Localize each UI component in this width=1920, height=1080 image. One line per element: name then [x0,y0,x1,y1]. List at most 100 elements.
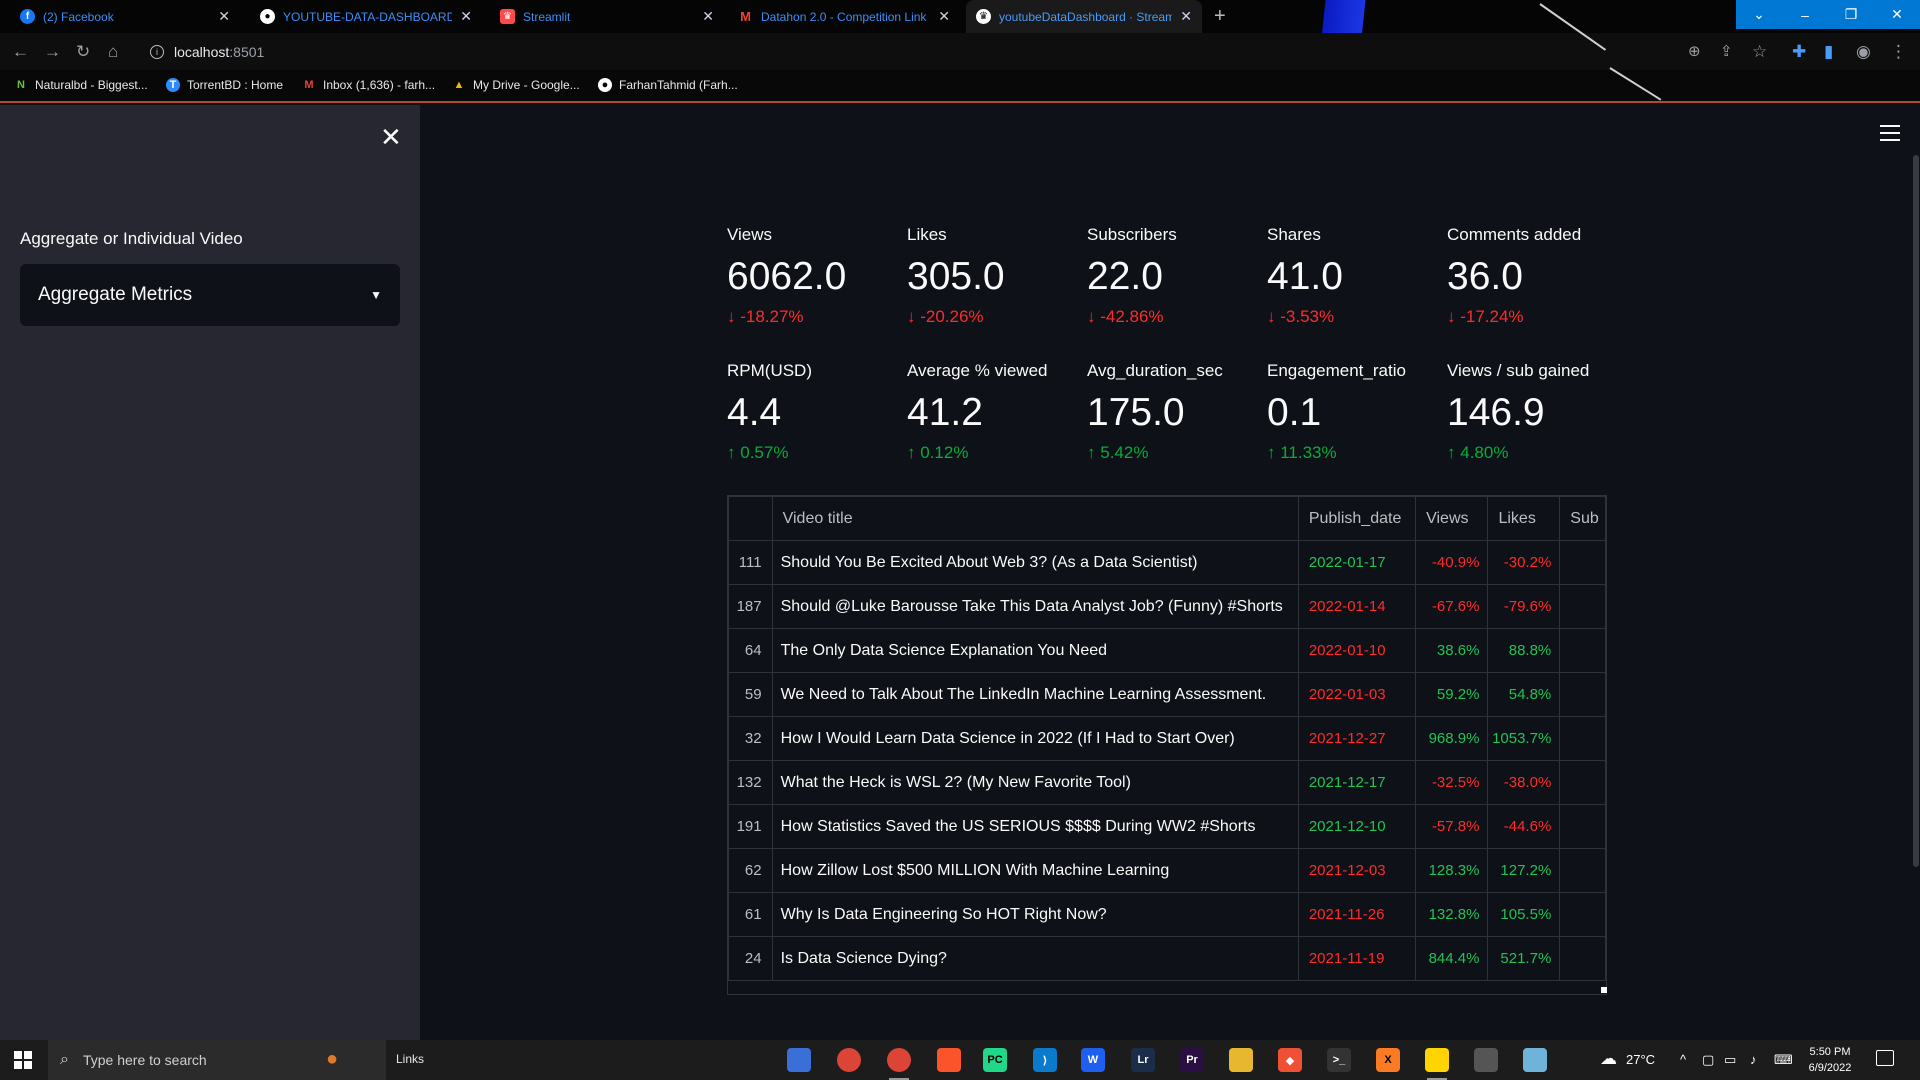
premiere-icon[interactable]: Pr [1180,1048,1204,1072]
arrow-down-icon: ↓ [907,307,916,326]
likes-cell: 105.5% [1487,892,1561,937]
reload-icon[interactable]: ↻ [76,42,91,61]
system-clock[interactable]: 5:50 PM 6/9/2022 [1800,1044,1860,1076]
network-icon[interactable]: ▭ [1724,1052,1737,1067]
metric-delta: ↑ 11.33% [1267,443,1437,463]
tab-gmail[interactable]: M Datahon 2.0 - Competition Link a ✕ [728,0,960,33]
column-header-views[interactable]: Views [1415,496,1489,541]
metric-value: 36.0 [1447,255,1523,298]
bookmark-star-icon[interactable]: ☆ [1752,42,1768,61]
address-bar[interactable]: i localhost:8501 [150,38,1400,65]
table-row[interactable]: 24 Is Data Science Dying? 2021-11-19 844.4%… [728,936,1606,981]
search-highlight-icon: ● [326,1048,339,1070]
table-resize-handle[interactable] [1601,987,1607,993]
table-row[interactable]: 111 Should You Be Excited About Web 3? (A… [728,540,1606,585]
publish-date-cell: 2021-12-17 [1297,760,1417,805]
main-content: Views 6062.0 ↓ -18.27% Likes 305.0 ↓ -20.26% S… [420,105,1920,1040]
app-w-icon[interactable]: W [1081,1048,1105,1072]
likes-cell: -44.6% [1487,804,1561,849]
windows-start-icon[interactable] [14,1051,32,1069]
close-icon[interactable]: ✕ [460,8,472,24]
links-toolbar[interactable]: Links [396,1052,425,1066]
tab-search-icon[interactable]: ⌄ [1736,0,1782,29]
table-row[interactable]: 61 Why Is Data Engineering So HOT Right N… [728,892,1606,937]
profile-avatar-icon[interactable]: ◉ [1856,42,1871,61]
tab-label: youtubeDataDashboard · Stream [999,9,1173,24]
table-row[interactable]: 187 Should @Luke Barousse Take This Data … [728,584,1606,629]
tab-streamlit[interactable]: ♛ Streamlit ✕ [490,0,724,33]
volume-icon[interactable]: ♪ [1750,1052,1757,1067]
forward-icon[interactable]: → [44,42,61,61]
side-panel-icon[interactable]: ▮ [1824,42,1834,61]
new-tab-icon[interactable]: + [1214,5,1226,27]
close-icon[interactable]: ✕ [938,8,950,24]
bookmark-torrentbd[interactable]: T TorrentBD : Home [166,78,283,92]
metric-value: 175.0 [1087,391,1185,434]
window-app-icon[interactable] [1474,1048,1498,1072]
kebab-menu-icon[interactable]: ⋮ [1890,42,1907,61]
notification-icon[interactable] [1876,1050,1894,1066]
back-icon[interactable]: ← [12,42,29,61]
pycharm-icon[interactable]: PC [983,1048,1007,1072]
brave-icon[interactable] [937,1048,961,1072]
column-header-publish-date[interactable]: Publish_date [1297,496,1417,541]
git-icon[interactable]: ◆ [1278,1048,1302,1072]
tab-youtube-dashboard[interactable]: ♛ youtubeDataDashboard · Stream ✕ [966,0,1202,33]
scrollbar[interactable] [1913,155,1919,867]
sticky-app-icon[interactable] [1425,1048,1449,1080]
tray-app-icon[interactable]: ▢ [1702,1052,1715,1067]
metric-label: Engagement_ratio [1267,361,1406,380]
metric-delta: ↓ -20.26% [907,307,1077,327]
aggregate-or-individual-select[interactable]: Aggregate Metrics ▼ [20,264,400,326]
metric-delta: ↓ -3.53% [1267,307,1437,327]
restore-icon[interactable]: ❐ [1828,0,1874,29]
bookmark-gmail[interactable]: M Inbox (1,636) - farh... [302,78,435,92]
bookmark-label: TorrentBD : Home [187,78,284,92]
tab-facebook[interactable]: f (2) Facebook ✕ [10,0,240,33]
table-row[interactable]: 62 How Zillow Lost $500 MILLION With Mach… [728,848,1606,893]
vscode-icon[interactable]: ⟩ [1033,1048,1057,1072]
share-icon[interactable]: ⇪ [1720,43,1733,60]
terminal-icon[interactable]: >_ [1327,1048,1351,1072]
lightroom-icon[interactable]: Lr [1131,1048,1155,1072]
table-row[interactable]: 191 How Statistics Saved the US SERIOUS $… [728,804,1606,849]
keyboard-icon[interactable]: ⌨ [1774,1052,1793,1067]
zoom-icon[interactable]: ⊕ [1688,43,1701,60]
browser-toolbar: ← → ↻ ⌂ i localhost:8501 ⊕ ⇪ ☆ ✚ ▮ ◉ ⋮ [0,33,1920,70]
close-icon[interactable]: ✕ [1180,8,1192,24]
window-close-icon[interactable]: ✕ [1874,0,1920,29]
table-row[interactable]: 64 The Only Data Science Explanation You … [728,628,1606,673]
table-row[interactable]: 32 How I Would Learn Data Science in 2022… [728,716,1606,761]
tray-chevron-icon[interactable]: ^ [1680,1052,1687,1067]
file-explorer-icon[interactable] [1229,1048,1253,1072]
github-icon: ● [598,78,612,92]
chrome-icon[interactable] [837,1048,861,1072]
editor-app-icon[interactable] [1523,1048,1547,1072]
bookmark-github[interactable]: ● FarhanTahmid (Farh... [598,78,738,92]
chrome-active-icon[interactable] [887,1048,911,1080]
table-row[interactable]: 132 What the Heck is WSL 2? (My New Favor… [728,760,1606,805]
extensions-icon[interactable]: ✚ [1792,42,1807,61]
column-header-sub[interactable]: Sub [1559,496,1606,541]
column-header-index[interactable] [728,496,773,541]
xampp-icon[interactable]: X [1376,1048,1400,1072]
close-sidebar-icon[interactable]: ✕ [380,122,402,152]
minimize-icon[interactable]: – [1782,0,1828,29]
desktop-app-icon[interactable] [787,1048,811,1072]
taskbar-search-box[interactable]: ⌕ Type here to search ● [48,1040,386,1080]
column-header-likes[interactable]: Likes [1487,496,1561,541]
views-cell: -32.5% [1415,760,1489,805]
close-icon[interactable]: ✕ [218,8,230,24]
site-info-icon[interactable]: i [150,44,164,59]
bookmark-google-drive[interactable]: ▲ My Drive - Google... [452,78,580,92]
bookmark-naturalbd[interactable]: N Naturalbd - Biggest... [14,78,148,92]
tab-github[interactable]: ● YOUTUBE-DATA-DASHBOARD/re ✕ [250,0,482,33]
column-header-video-title[interactable]: Video title [771,496,1299,541]
home-icon[interactable]: ⌂ [108,42,119,61]
weather-temperature[interactable]: 27°C [1626,1052,1656,1067]
weather-cloud-icon[interactable]: ☁ [1600,1049,1617,1068]
table-row[interactable]: 59 We Need to Talk About The LinkedIn Mac… [728,672,1606,717]
video-table[interactable]: Video title Publish_date Views Likes Sub… [727,495,1607,995]
close-icon[interactable]: ✕ [702,8,714,24]
hamburger-menu-icon[interactable] [1880,125,1900,146]
